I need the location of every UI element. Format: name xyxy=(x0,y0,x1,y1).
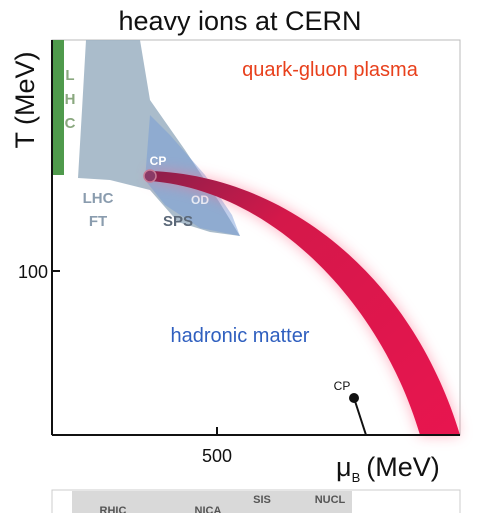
sps-region xyxy=(145,115,240,236)
facility-label: SIS xyxy=(253,494,271,506)
region-label: OD xyxy=(191,193,209,207)
crossover-band xyxy=(150,171,460,435)
region-label: LHC xyxy=(83,190,114,207)
region-label: hadronic matter xyxy=(171,325,310,347)
x-axis-label: μB (MeV) xyxy=(336,452,440,485)
facility-label: NUCL xyxy=(315,494,346,506)
point-label: CP xyxy=(150,154,167,168)
lhc-letter: H xyxy=(65,91,76,108)
x-label-sub: B xyxy=(352,470,361,485)
region-label: FT xyxy=(89,213,107,230)
facility-label: NICA xyxy=(195,505,222,513)
point-label: CP xyxy=(334,379,351,393)
x-tick-label: 500 xyxy=(202,446,232,466)
critical-point xyxy=(143,169,157,183)
lower-panel-band xyxy=(72,491,352,513)
x-label-symbol: μ xyxy=(336,452,352,482)
critical-point xyxy=(349,393,359,403)
x-label-unit: (MeV) xyxy=(366,452,440,482)
y-axis-label: T (MeV) xyxy=(10,51,40,148)
cp-line xyxy=(353,397,367,436)
lhc-letter: C xyxy=(65,115,76,132)
facility-label: RHIC xyxy=(100,505,127,513)
lhc-letter: L xyxy=(65,67,74,84)
title: heavy ions at CERN xyxy=(118,6,361,36)
y-tick-label: 100 xyxy=(18,262,48,282)
lhc-strip xyxy=(52,40,64,175)
region-label: quark-gluon plasma xyxy=(242,59,419,81)
region-label: SPS xyxy=(163,213,193,230)
